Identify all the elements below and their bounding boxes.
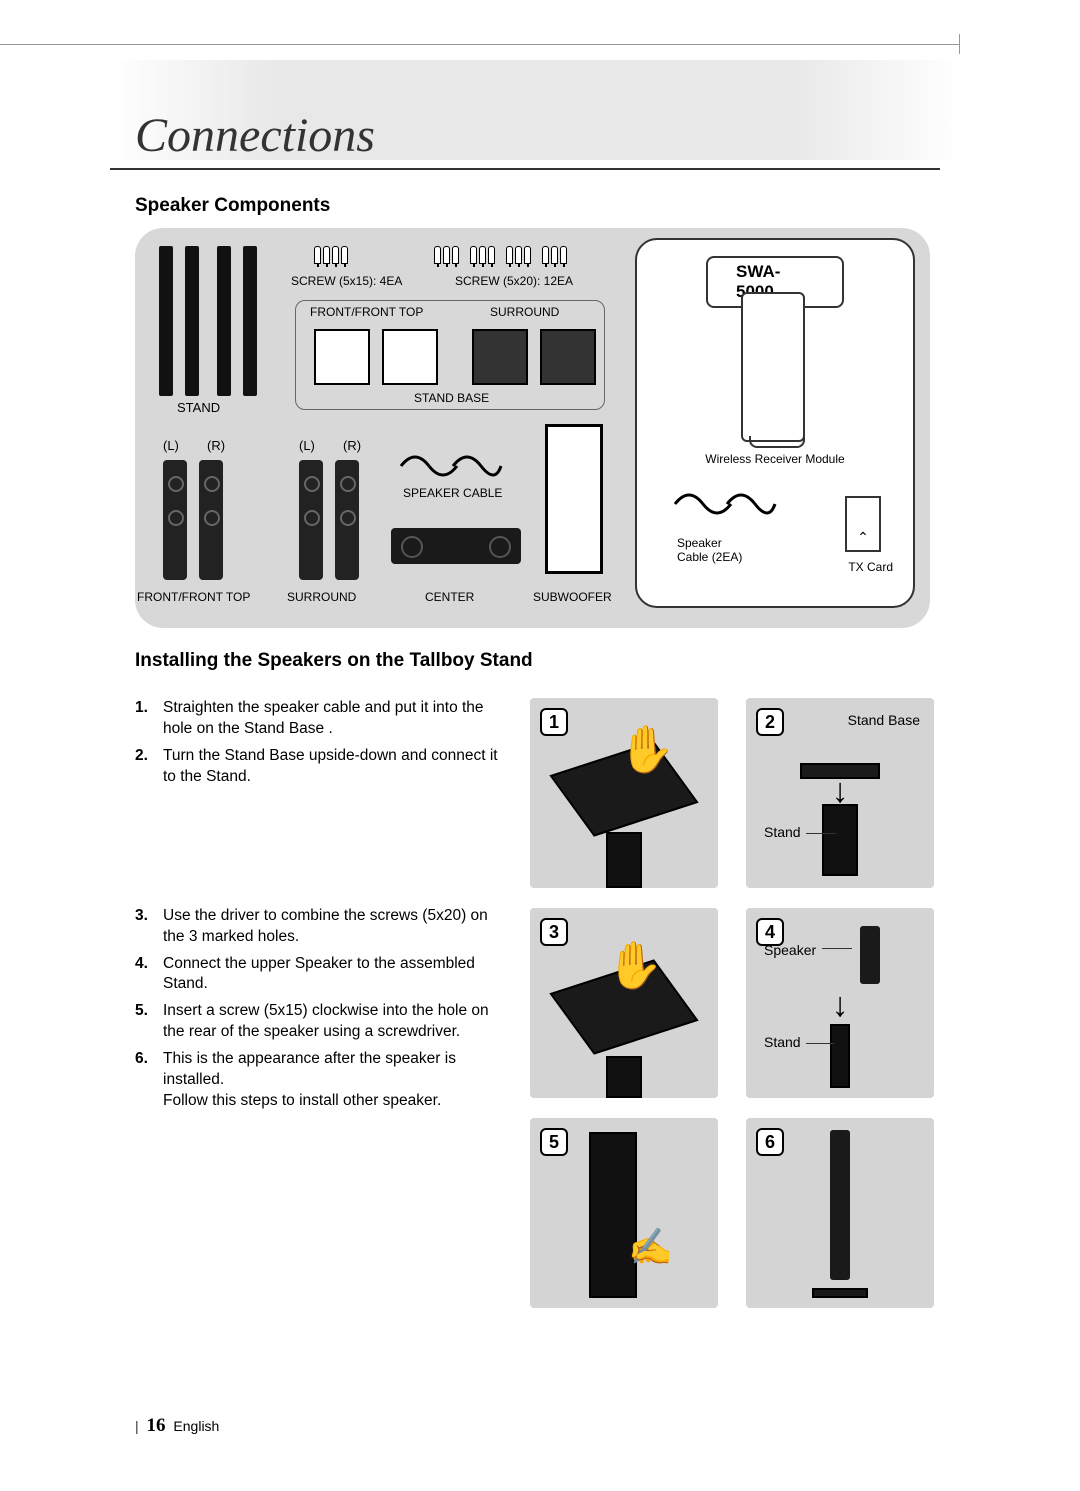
step-cell-1: 1 ✋: [530, 698, 718, 888]
instruction-item: 4.Connect the upper Speaker to the assem…: [135, 954, 505, 996]
leader-line: [822, 948, 852, 949]
instruction-item: 6.This is the appearance after the speak…: [135, 1049, 505, 1112]
instructions-list: 1.Straighten the speaker cable and put i…: [135, 698, 505, 1118]
components-panel: STAND SCREW (5x15): 4EA SCREW (5x20): 12…: [135, 228, 930, 628]
wireless-label: Wireless Receiver Module: [637, 452, 913, 466]
instruction-text: This is the appearance after the speaker…: [163, 1050, 456, 1088]
instruction-item: 1.Straighten the speaker cable and put i…: [135, 698, 505, 740]
step-cell-6: 6: [746, 1118, 934, 1308]
instruction-item: 3.Use the driver to combine the screws (…: [135, 906, 505, 948]
stand-illus: [159, 246, 173, 396]
standbase-illus: [472, 329, 528, 385]
subheading-install: Installing the Speakers on the Tallboy S…: [135, 650, 533, 672]
l-label: (L): [163, 438, 179, 453]
footer-lang: English: [173, 1418, 219, 1434]
r-label: (R): [343, 438, 361, 453]
step-cell-5: 5 ✍: [530, 1118, 718, 1308]
section-rule: [110, 168, 940, 170]
stand-label: STAND: [177, 400, 220, 415]
leader-line: [806, 833, 836, 834]
front-top-bottom: FRONT/FRONT TOP: [137, 590, 250, 604]
standbase-illus: [540, 329, 596, 385]
step-illus: [860, 926, 880, 984]
instruction-item: 2.Turn the Stand Base upside-down and co…: [135, 746, 505, 788]
swa-box: SWA-5000 Wireless Receiver Module Speake…: [635, 238, 915, 608]
stand-illus: [217, 246, 231, 396]
stand-base-group: FRONT/FRONT TOP SURROUND STAND BASE: [295, 300, 605, 410]
page-footer: | 16 English: [135, 1415, 219, 1437]
step-illus: [812, 1288, 868, 1298]
instruction-text: Use the driver to combine the screws (5x…: [163, 907, 488, 945]
arrow-down-icon: ↓: [832, 986, 849, 1025]
step-illus: [830, 1024, 850, 1088]
step-illus: [822, 804, 858, 876]
surround-bottom: SURROUND: [287, 590, 356, 604]
r-label: (R): [207, 438, 225, 453]
page-number: 16: [147, 1415, 166, 1436]
step-grid: 1 ✋ 2 Stand Base ↓ Stand 3 ✋: [530, 698, 940, 1328]
step-number: 2: [756, 708, 784, 736]
step-cell-3: 3 ✋: [530, 908, 718, 1098]
step-label: Stand Base: [848, 712, 920, 728]
step-number: 1: [540, 708, 568, 736]
l-label: (L): [299, 438, 315, 453]
instruction-item: 5.Insert a screw (5x15) clockwise into t…: [135, 1001, 505, 1043]
txcard-label: TX Card: [848, 560, 893, 574]
screws-large: [433, 246, 568, 269]
speaker-cable-label: SPEAKER CABLE: [403, 486, 502, 500]
step-label: Stand: [764, 824, 801, 840]
center-speaker: [391, 528, 521, 564]
subwoofer-label: SUBWOOFER: [533, 590, 612, 604]
instruction-text: Insert a screw (5x15) clockwise into the…: [163, 1002, 489, 1040]
step-illus: [606, 832, 642, 888]
top-rule: [0, 44, 960, 45]
wireless-module: [741, 292, 805, 442]
txcard: [845, 496, 881, 552]
cable-illus: [395, 446, 505, 489]
instruction-text: Connect the upper Speaker to the assembl…: [163, 955, 475, 993]
instruction-text: Turn the Stand Base upside-down and conn…: [163, 747, 498, 785]
standbase-illus: [314, 329, 370, 385]
step-illus: [589, 1132, 637, 1298]
front-top-label: FRONT/FRONT TOP: [310, 305, 423, 319]
step-cell-2: 2 Stand Base ↓ Stand: [746, 698, 934, 888]
hand-icon: ✋: [606, 938, 663, 993]
screws-small: [313, 246, 349, 269]
stand-illus: [185, 246, 199, 396]
hand-icon: ✋: [618, 722, 675, 777]
step-illus: [606, 1056, 642, 1098]
section-title: Connections: [135, 108, 375, 163]
step-number: 3: [540, 918, 568, 946]
leader-line: [806, 1043, 834, 1044]
step-number: 6: [756, 1128, 784, 1156]
screw-large-label: SCREW (5x20): 12EA: [455, 274, 573, 288]
screw-small-label: SCREW (5x15): 4EA: [291, 274, 402, 288]
step-illus: [830, 1130, 850, 1280]
instruction-text: Follow this steps to install other speak…: [163, 1092, 441, 1109]
standbase-illus: [382, 329, 438, 385]
instruction-text: Straighten the speaker cable and put it …: [163, 699, 484, 737]
step-cell-4: 4 Speaker ↓ Stand: [746, 908, 934, 1098]
swa-cable: [669, 484, 779, 527]
step-label: Speaker: [764, 942, 816, 958]
manual-page: Connections Speaker Components STAND SCR…: [0, 0, 1080, 1491]
step-number: 5: [540, 1128, 568, 1156]
hand-icon: ✍: [628, 1226, 673, 1268]
stand-base-label: STAND BASE: [414, 391, 489, 405]
surround-label: SURROUND: [490, 305, 559, 319]
front-speakers: [157, 460, 229, 585]
surround-speakers: [293, 460, 365, 585]
center-label: CENTER: [425, 590, 474, 604]
step-label: Stand: [764, 1034, 801, 1050]
swa-cable-label: Speaker Cable (2EA): [677, 536, 742, 564]
subwoofer-illus: [545, 424, 603, 574]
stand-illus: [243, 246, 257, 396]
subheading-components: Speaker Components: [135, 195, 330, 217]
